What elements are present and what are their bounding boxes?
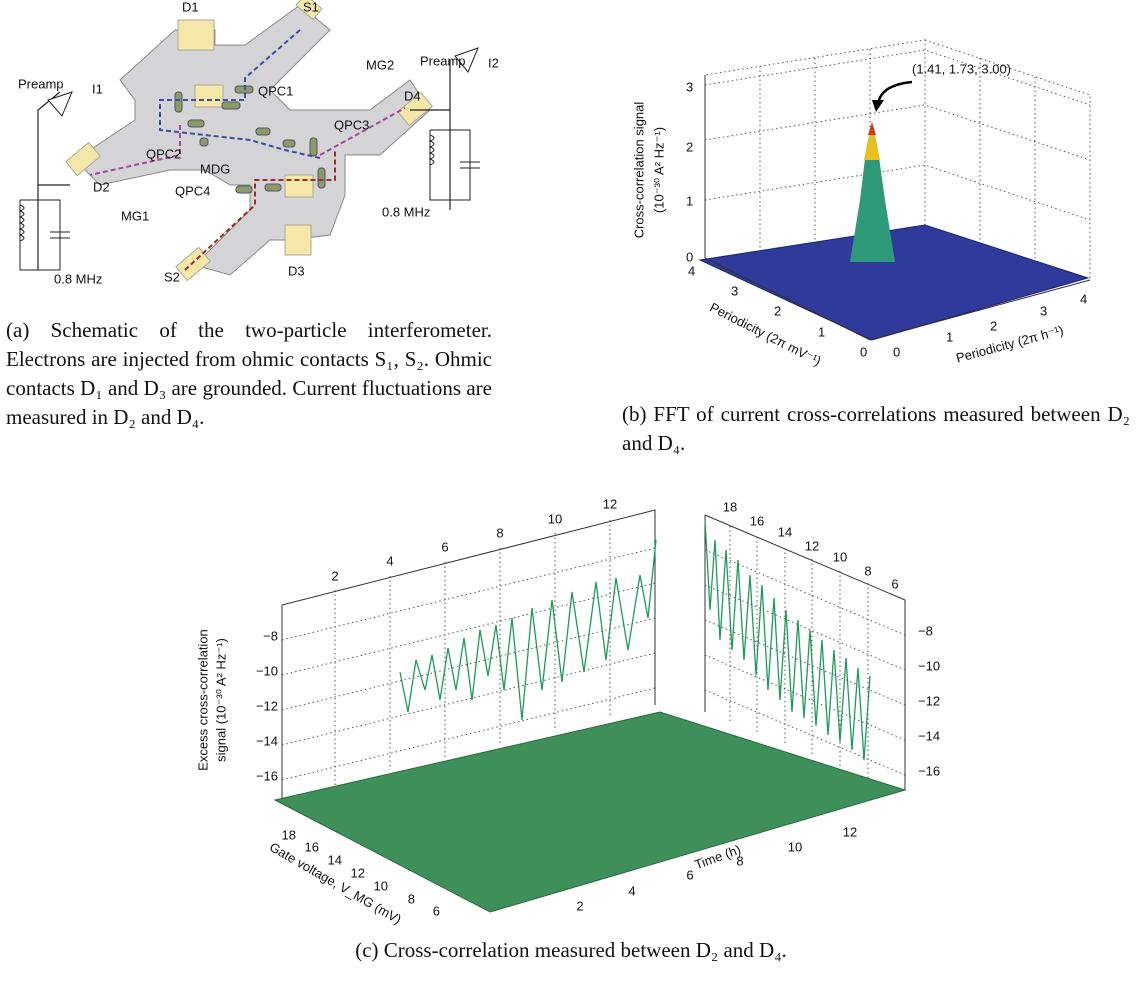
z-axis-label: signal (10⁻³⁰ A² Hz⁻¹): [213, 638, 228, 762]
schematic-label: D2: [93, 179, 110, 194]
fft-3d-plot: [698, 39, 1091, 341]
cross-correlation-3d-plot: [273, 509, 907, 913]
x-tick-label: 4: [628, 883, 635, 898]
y-tick-label: 10: [374, 878, 388, 893]
top-tick-label: 6: [441, 539, 448, 554]
y-tick-label: 12: [351, 865, 365, 880]
y-tick-label: 6: [433, 903, 440, 918]
schematic-label: D3: [288, 263, 305, 278]
schematic-label: S2: [164, 269, 180, 284]
z-tick-label: −12: [918, 693, 940, 708]
x-tick-label: 0: [893, 344, 900, 359]
z-axis-label: Cross-correlation signal: [631, 102, 646, 239]
z-tick-label: −10: [918, 658, 940, 673]
x-tick-label: 12: [843, 824, 857, 839]
y-tick-label: 8: [408, 891, 415, 906]
z-tick-label: 1: [686, 193, 693, 208]
x-tick-label: 2: [576, 898, 583, 913]
schematic-label: S1: [303, 0, 319, 14]
x-tick-label: 8: [736, 853, 743, 868]
schematic-label: 0.8 MHz: [382, 204, 430, 219]
y-tick-label: 14: [328, 852, 342, 867]
top-tick-label: 2: [331, 568, 338, 583]
z-tick-label: −16: [918, 763, 940, 778]
top-tick-label: 18: [723, 499, 737, 514]
top-tick-label: 8: [864, 563, 871, 578]
z-tick-label: −14: [918, 728, 940, 743]
top-tick-label: 16: [750, 513, 764, 528]
peak-annotation: (1.41, 1.73, 3.00): [912, 61, 1011, 76]
schematic-label: Preamp: [420, 53, 466, 68]
schematic-label: QPC1: [258, 83, 293, 98]
y-tick-label: 18: [282, 827, 296, 842]
top-tick-label: 4: [386, 553, 393, 568]
schematic-label: MDG: [200, 161, 230, 176]
z-tick-label: 2: [686, 139, 693, 154]
y-tick-label: 0: [860, 344, 867, 359]
y-tick-label: 4: [688, 263, 695, 278]
top-tick-label: 12: [805, 538, 819, 553]
schematic-label: QPC4: [175, 183, 210, 198]
schematic-label: I2: [488, 55, 499, 70]
z-tick-label: −12: [256, 698, 278, 713]
schematic-label: MG1: [121, 208, 149, 223]
z-tick-label: 0: [686, 249, 693, 264]
z-tick-label: −8: [918, 623, 933, 638]
caption-b: (b) FFT of current cross-correlations me…: [622, 402, 1130, 455]
z-tick-label: −16: [256, 768, 278, 783]
y-tick-label: 1: [818, 324, 825, 339]
x-tick-label: 3: [1040, 303, 1047, 318]
z-axis-label: (10⁻³⁰ A² Hz⁻¹): [651, 127, 666, 213]
z-tick-label: −8: [263, 628, 278, 643]
caption-c: (c) Cross-correlation measured between D…: [355, 938, 787, 962]
device-schematic: [18, 0, 480, 282]
schematic-label: QPC3: [334, 117, 369, 132]
top-tick-label: 10: [548, 511, 562, 526]
schematic-label: MG2: [366, 57, 394, 72]
x-tick-label: 10: [788, 839, 802, 854]
top-tick-label: 14: [778, 524, 792, 539]
top-tick-label: 6: [891, 576, 898, 591]
z-axis-label: Excess cross-correlation: [195, 629, 210, 771]
z-tick-label: 3: [686, 79, 693, 94]
schematic-label: D4: [404, 88, 421, 103]
schematic-label: QPC2: [146, 146, 181, 161]
x-tick-label: 6: [686, 867, 693, 882]
z-tick-label: −10: [256, 663, 278, 678]
schematic-label: I1: [92, 81, 103, 96]
schematic-label: Preamp: [18, 76, 64, 91]
caption-a: (a) Schematic of the two-particle interf…: [6, 318, 492, 429]
top-tick-label: 8: [496, 525, 503, 540]
top-tick-label: 12: [603, 496, 617, 511]
x-tick-label: 4: [1080, 291, 1087, 306]
y-tick-label: 2: [774, 303, 781, 318]
x-tick-label: 1: [946, 329, 953, 344]
top-tick-label: 10: [833, 549, 847, 564]
y-tick-label: 3: [731, 283, 738, 298]
y-tick-label: 16: [305, 839, 319, 854]
x-axis-label: Periodicity (2π h⁻¹): [954, 322, 1065, 365]
x-tick-label: 2: [990, 318, 997, 333]
schematic-label: 0.8 MHz: [54, 271, 102, 286]
z-tick-label: −14: [256, 733, 278, 748]
schematic-label: D1: [182, 0, 199, 14]
